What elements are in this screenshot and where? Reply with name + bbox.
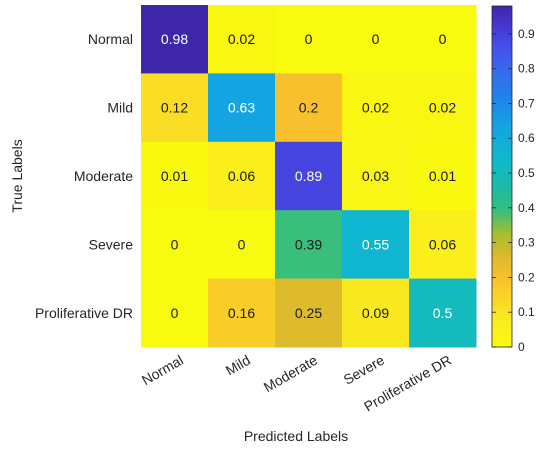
cell-label-r3-c2: 0.39 [295,236,322,252]
y-tick-labels: Normal Mild Moderate Severe Proliferative DR [35,31,133,321]
cell-label-r1-c0: 0.12 [161,100,188,116]
heatmap-cell-r3-c3 [342,210,410,280]
y-tick-label-3: Severe [89,236,134,252]
cell-label-r2-c0: 0.01 [161,168,188,184]
heatmap-cell-r0-c3 [342,5,410,74]
colorbar-tick-label-8: 0.8 [518,62,535,76]
cell-label-r3-c0: 0 [171,236,179,252]
colorbar-tick-label-0: 0 [518,340,525,354]
colorbar-gradient [491,5,513,348]
colorbar-tick-label-1: 0.1 [518,305,535,319]
heatmap-cell-r3-c0 [141,210,209,280]
heatmap-cell-r0-c0 [141,5,209,74]
cell-label-r4-c0: 0 [171,305,179,321]
heatmap-cell-r1-c2 [275,73,343,143]
cell-value-labels: 0.98 0.02 0 0 0 0.12 0.63 0.2 0.02 0.02 0.01 0.06 0.… [161,31,456,321]
cell-label-r1-c2: 0.2 [299,100,319,116]
heatmap-cell-r1-c1 [208,73,276,143]
heatmap-cells [141,5,477,348]
cell-label-r3-c1: 0 [238,236,246,252]
heatmap-cell-r2-c3 [342,141,410,211]
colorbar-tick-label-4: 0.4 [518,201,535,215]
y-axis-label: True Labels [9,139,25,212]
cell-label-r0-c0: 0.98 [161,31,188,47]
y-tick-label-4: Proliferative DR [35,305,133,321]
cell-label-r2-c3: 0.03 [362,168,389,184]
cell-label-r0-c1: 0.02 [228,31,255,47]
cell-label-r4-c3: 0.09 [362,305,389,321]
heatmap-cell-r3-c2 [275,210,343,280]
heatmap-cell-r4-c2 [275,278,343,348]
cell-label-r1-c4: 0.02 [429,100,456,116]
heatmap-cell-r0-c1 [208,5,276,74]
cell-label-r4-c2: 0.25 [295,305,322,321]
heatmap-cell-r3-c1 [208,210,276,280]
heatmap-cell-r0-c4 [409,5,477,74]
cell-label-r4-c1: 0.16 [228,305,255,321]
colorbar-ticks: 0 0.1 0.2 0.3 0.4 0.5 0.6 0.7 0.8 0.9 [492,27,535,354]
colorbar-tick-label-6: 0.6 [518,131,535,145]
y-tick-label-1: Mild [107,100,133,116]
cell-label-r0-c4: 0 [439,31,447,47]
x-tick-label-0: Normal [139,352,186,388]
cell-label-r2-c2: 0.89 [295,168,322,184]
heatmap-cell-r3-c4 [409,210,477,280]
heatmap-cell-r4-c1 [208,278,276,348]
cell-label-r4-c4: 0.5 [433,305,453,321]
x-axis-label: Predicted Labels [244,428,348,444]
cell-label-r1-c3: 0.02 [362,100,389,116]
heatmap-cell-r4-c3 [342,278,410,348]
heatmap-cell-r2-c0 [141,141,209,211]
colorbar-tick-label-5: 0.5 [518,166,535,180]
y-tick-label-0: Normal [88,31,133,47]
heatmap-cell-r0-c2 [275,5,343,74]
heatmap-cell-r4-c0 [141,278,209,348]
colorbar-tick-label-2: 0.2 [518,270,535,284]
heatmap-cell-r1-c4 [409,73,477,143]
colorbar-tick-label-3: 0.3 [518,236,535,250]
heatmap-cell-r2-c2 [275,141,343,211]
colorbar-tick-label-7: 0.7 [518,96,535,110]
cell-label-r1-c1: 0.63 [228,100,255,116]
cell-label-r0-c2: 0 [305,31,313,47]
x-tick-label-2: Moderate [261,352,320,396]
cell-label-r3-c3: 0.55 [362,236,389,252]
heatmap-cell-r2-c4 [409,141,477,211]
colorbar-tick-label-9: 0.9 [518,27,535,41]
heatmap-cell-r4-c4 [409,278,477,348]
cell-label-r0-c3: 0 [372,31,380,47]
y-tick-label-2: Moderate [74,168,133,184]
cell-label-r3-c4: 0.06 [429,236,456,252]
colorbar: 0 0.1 0.2 0.3 0.4 0.5 0.6 0.7 0.8 0.9 [491,5,535,354]
heatmap-cell-r2-c1 [208,141,276,211]
x-tick-label-3: Severe [341,352,388,388]
x-tick-label-1: Mild [223,352,253,379]
cell-label-r2-c4: 0.01 [429,168,456,184]
cell-label-r2-c1: 0.06 [228,168,255,184]
heatmap-cell-r1-c0 [141,73,209,143]
heatmap-cell-r1-c3 [342,73,410,143]
